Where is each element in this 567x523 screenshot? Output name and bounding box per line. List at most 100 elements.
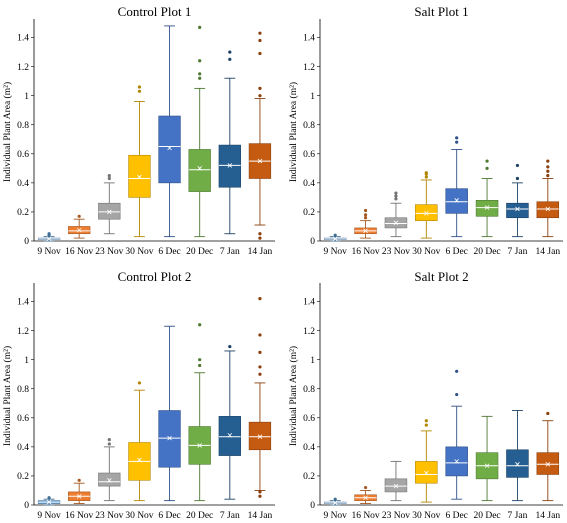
outlier-point: [198, 323, 202, 327]
mean-marker: [363, 495, 368, 501]
outlier-point: [258, 51, 262, 56]
outlier-point: [228, 50, 232, 54]
y-tick-label: 0: [310, 501, 315, 511]
y-tick-label: 0.6: [303, 414, 315, 424]
box-7-jan: [218, 344, 241, 500]
box-16-nov: [354, 208, 377, 239]
y-tick-label: 0.4: [17, 443, 29, 453]
box-20-dec: [475, 415, 499, 502]
chart-panel-4: Salt Plot 2 Individual Plant Area (m²) 0 0.…: [288, 269, 563, 521]
mean-marker: [227, 432, 233, 438]
y-tick-label: 0.2: [303, 472, 315, 482]
outlier-point: [363, 216, 368, 220]
y-tick-label: 1.2: [17, 327, 29, 337]
box-14-jan: [248, 297, 272, 498]
box-iqr: [506, 449, 529, 478]
y-tick-label: 0.2: [303, 208, 315, 218]
box-iqr: [506, 202, 529, 219]
box-30-nov: [128, 85, 151, 238]
x-tick-label: 23 Nov: [382, 511, 410, 521]
mean-marker: [167, 145, 172, 151]
outlier-point: [546, 174, 550, 178]
outlier-point: [258, 365, 262, 369]
outlier-point: [546, 169, 550, 173]
outlier-point: [258, 38, 262, 43]
outlier-point: [515, 176, 520, 181]
outlier-point: [228, 344, 232, 349]
x-tick-label: 9 Nov: [37, 511, 61, 521]
x-tick-label: 14 Jan: [248, 247, 273, 257]
x-tick-label: 7 Jan: [220, 511, 240, 521]
outlier-point: [107, 176, 111, 181]
x-tick-label: 30 Nov: [125, 511, 153, 521]
box-iqr: [158, 410, 181, 468]
mean-marker: [167, 435, 172, 441]
box-16-nov: [68, 478, 91, 504]
y-axis-label: Individual Plant Area (m²): [2, 346, 13, 446]
x-tick-label: 30 Nov: [125, 247, 153, 257]
y-tick-label: 1: [24, 92, 29, 102]
x-tick-label: 20 Dec: [186, 247, 213, 257]
mean-marker: [197, 166, 202, 171]
y-tick-label: 1.2: [303, 63, 315, 73]
outlier-point: [424, 175, 428, 179]
mean-marker: [515, 206, 520, 212]
x-tick-label: 23 Nov: [95, 247, 123, 257]
outlier-point: [424, 419, 428, 423]
outlier-point: [198, 76, 202, 80]
outlier-point: [198, 25, 202, 29]
box-iqr: [384, 478, 408, 493]
x-tick-label: 23 Nov: [95, 511, 123, 521]
outlier-point: [258, 372, 262, 376]
box-9-nov: [323, 497, 347, 506]
y-tick-label: 0: [310, 237, 315, 247]
outlier-point: [258, 297, 262, 301]
outlier-point: [107, 442, 111, 446]
outlier-point: [546, 165, 550, 169]
chart-panel-1: Control Plot 1 Individual Plant Area (m²)…: [2, 4, 275, 257]
x-tick-label: 16 Nov: [65, 511, 93, 521]
box-iqr: [445, 188, 468, 214]
outlier-point: [363, 208, 368, 213]
box-iqr: [188, 149, 211, 192]
y-tick-label: 0.2: [17, 208, 29, 218]
chart-panel-3: Control Plot 2 Individual Plant Area (m²)…: [2, 269, 275, 521]
mean-marker: [46, 499, 52, 505]
mean-marker: [137, 174, 142, 180]
outlier-point: [228, 57, 232, 61]
box-30-nov: [128, 381, 151, 502]
outlier-point: [455, 369, 459, 373]
box-iqr: [98, 202, 121, 220]
chart-panel-2: Salt Plot 1 Individual Plant Area (m²) 0 0.…: [288, 4, 563, 257]
x-tick-label: 6 Dec: [158, 511, 180, 521]
mean-marker: [46, 236, 52, 242]
mean-marker: [332, 236, 338, 242]
outlier-point: [198, 59, 202, 63]
box-20-dec: [188, 25, 211, 238]
y-tick-label: 0: [24, 501, 29, 511]
box-23-nov: [98, 438, 121, 502]
x-tick-label: 6 Dec: [445, 511, 467, 521]
x-tick-label: 7 Jan: [220, 247, 240, 257]
mean-marker: [454, 198, 459, 203]
mean-marker: [257, 434, 263, 439]
outlier-point: [198, 72, 202, 76]
x-tick-label: 30 Nov: [412, 247, 440, 257]
outlier-point: [424, 171, 428, 175]
x-tick-label: 20 Dec: [186, 511, 213, 521]
outlier-point: [485, 159, 489, 163]
outlier-point: [258, 350, 262, 354]
outlier-point: [137, 85, 142, 89]
outlier-point: [137, 89, 142, 93]
outlier-point: [107, 174, 111, 178]
box-iqr: [248, 421, 272, 451]
mean-marker: [363, 228, 368, 234]
x-tick-label: 9 Nov: [37, 247, 61, 257]
outlier-point: [47, 496, 51, 500]
chart-title: Control Plot 1: [118, 4, 192, 19]
mean-marker: [107, 209, 112, 215]
x-tick-label: 14 Jan: [536, 247, 561, 257]
box-iqr: [415, 204, 438, 221]
box-iqr: [218, 416, 241, 456]
mean-marker: [484, 463, 490, 469]
